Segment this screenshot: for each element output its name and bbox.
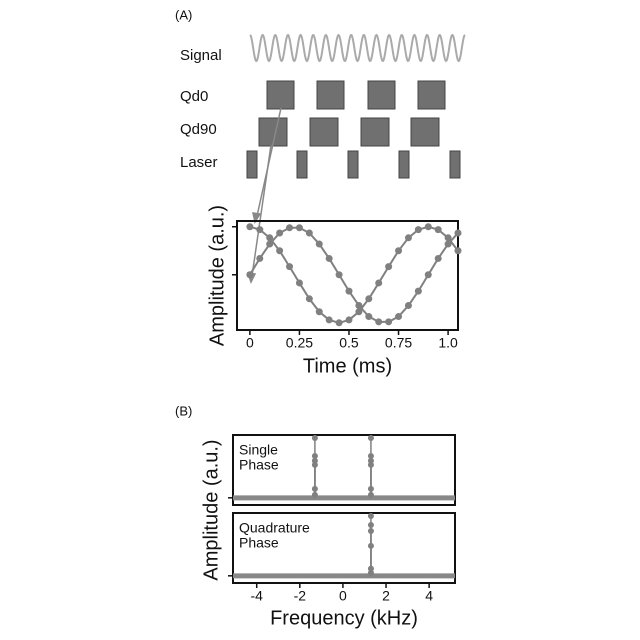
data-point (435, 255, 442, 262)
data-point (415, 226, 422, 233)
stem-point (368, 462, 374, 468)
data-point (455, 247, 462, 254)
data-point (395, 247, 402, 254)
data-point (246, 271, 253, 278)
data-point (336, 271, 343, 278)
data-point (345, 288, 352, 295)
x-tick-label: 0 (246, 335, 254, 351)
x-tick-label: -4 (250, 588, 263, 604)
page: {"diagram": {"panel_label": "(A)", "rows… (0, 0, 640, 640)
laser-pulse (450, 151, 460, 178)
x-tick-label: -2 (294, 588, 307, 604)
data-point (435, 226, 442, 233)
data-point (306, 295, 313, 302)
x-axis-label: Time (ms) (303, 355, 392, 377)
data-point (296, 224, 303, 231)
data-point (355, 302, 362, 309)
x-tick-label: 0.75 (385, 335, 412, 351)
x-tick-label: 0.25 (286, 335, 313, 351)
timing-diagram (247, 35, 465, 178)
data-point (365, 295, 372, 302)
data-point (375, 279, 382, 286)
stem-point (312, 492, 318, 498)
data-point (246, 223, 253, 230)
annotation: Phase (239, 457, 279, 473)
y-axis-label: Amplitude (a.u.) (200, 439, 222, 580)
stem-point (368, 570, 374, 576)
data-point (256, 255, 263, 262)
data-point (425, 223, 432, 230)
qd90-pulse (361, 118, 389, 146)
stem-point (312, 486, 318, 492)
x-tick-label: 0.5 (339, 335, 359, 351)
y-axis-label: Amplitude (a.u.) (206, 205, 228, 346)
data-point (385, 318, 392, 325)
signal-wave (250, 35, 465, 61)
data-point (375, 318, 382, 325)
data-point (276, 230, 283, 237)
data-point (365, 313, 372, 320)
stem-point (368, 528, 374, 534)
panel-label: (B) (175, 403, 192, 418)
qd90-pulse (310, 118, 338, 146)
data-point (266, 241, 273, 248)
data-point (286, 263, 293, 270)
figure: (A) Signal Qd0 Qd90 Laser (B) Amplitude … (0, 0, 640, 640)
data-point (405, 302, 412, 309)
data-point (425, 271, 432, 278)
qd0-pulse (418, 81, 445, 109)
qd0-pulse (317, 81, 344, 109)
annotation: Single (239, 442, 278, 458)
panel-label: (A) (175, 7, 192, 22)
data-point (395, 313, 402, 320)
data-point (286, 224, 293, 231)
data-point (316, 308, 323, 315)
data-point (345, 316, 352, 323)
stem-point (368, 492, 374, 498)
stem-point (368, 522, 374, 528)
laser-pulse (399, 151, 409, 178)
stem-point (368, 543, 374, 549)
annotation: Phase (239, 535, 279, 551)
stem-point (368, 435, 374, 441)
data-point (296, 279, 303, 286)
stem-point (312, 435, 318, 441)
qd0-pulse (368, 81, 395, 109)
annotation: Quadrature (239, 520, 310, 536)
data-point (316, 241, 323, 248)
row-label: Signal (180, 47, 222, 64)
data-point (326, 316, 333, 323)
laser-pulse (348, 151, 358, 178)
data-point (306, 230, 313, 237)
qd0-pulse (267, 81, 294, 109)
qd90-pulse (411, 118, 439, 146)
x-tick-label: 2 (382, 588, 390, 604)
stem-point (312, 462, 318, 468)
laser-pulse (247, 151, 257, 178)
x-axis-label: Frequency (kHz) (270, 607, 418, 629)
data-point (336, 319, 343, 326)
data-point (276, 247, 283, 254)
data-point (415, 288, 422, 295)
x-tick-label: 0 (339, 588, 347, 604)
row-label: Qd0 (180, 88, 208, 105)
stem-point (368, 486, 374, 492)
x-tick-label: 1.0 (438, 335, 458, 351)
data-point (385, 263, 392, 270)
data-point (326, 255, 333, 262)
laser-pulse (297, 151, 307, 178)
data-point (445, 241, 452, 248)
data-point (455, 230, 462, 237)
row-label: Laser (180, 154, 218, 171)
data-point (405, 234, 412, 241)
x-tick-label: 4 (425, 588, 433, 604)
row-label: Qd90 (180, 121, 217, 138)
data-point (256, 226, 263, 233)
stem-point (368, 513, 374, 519)
